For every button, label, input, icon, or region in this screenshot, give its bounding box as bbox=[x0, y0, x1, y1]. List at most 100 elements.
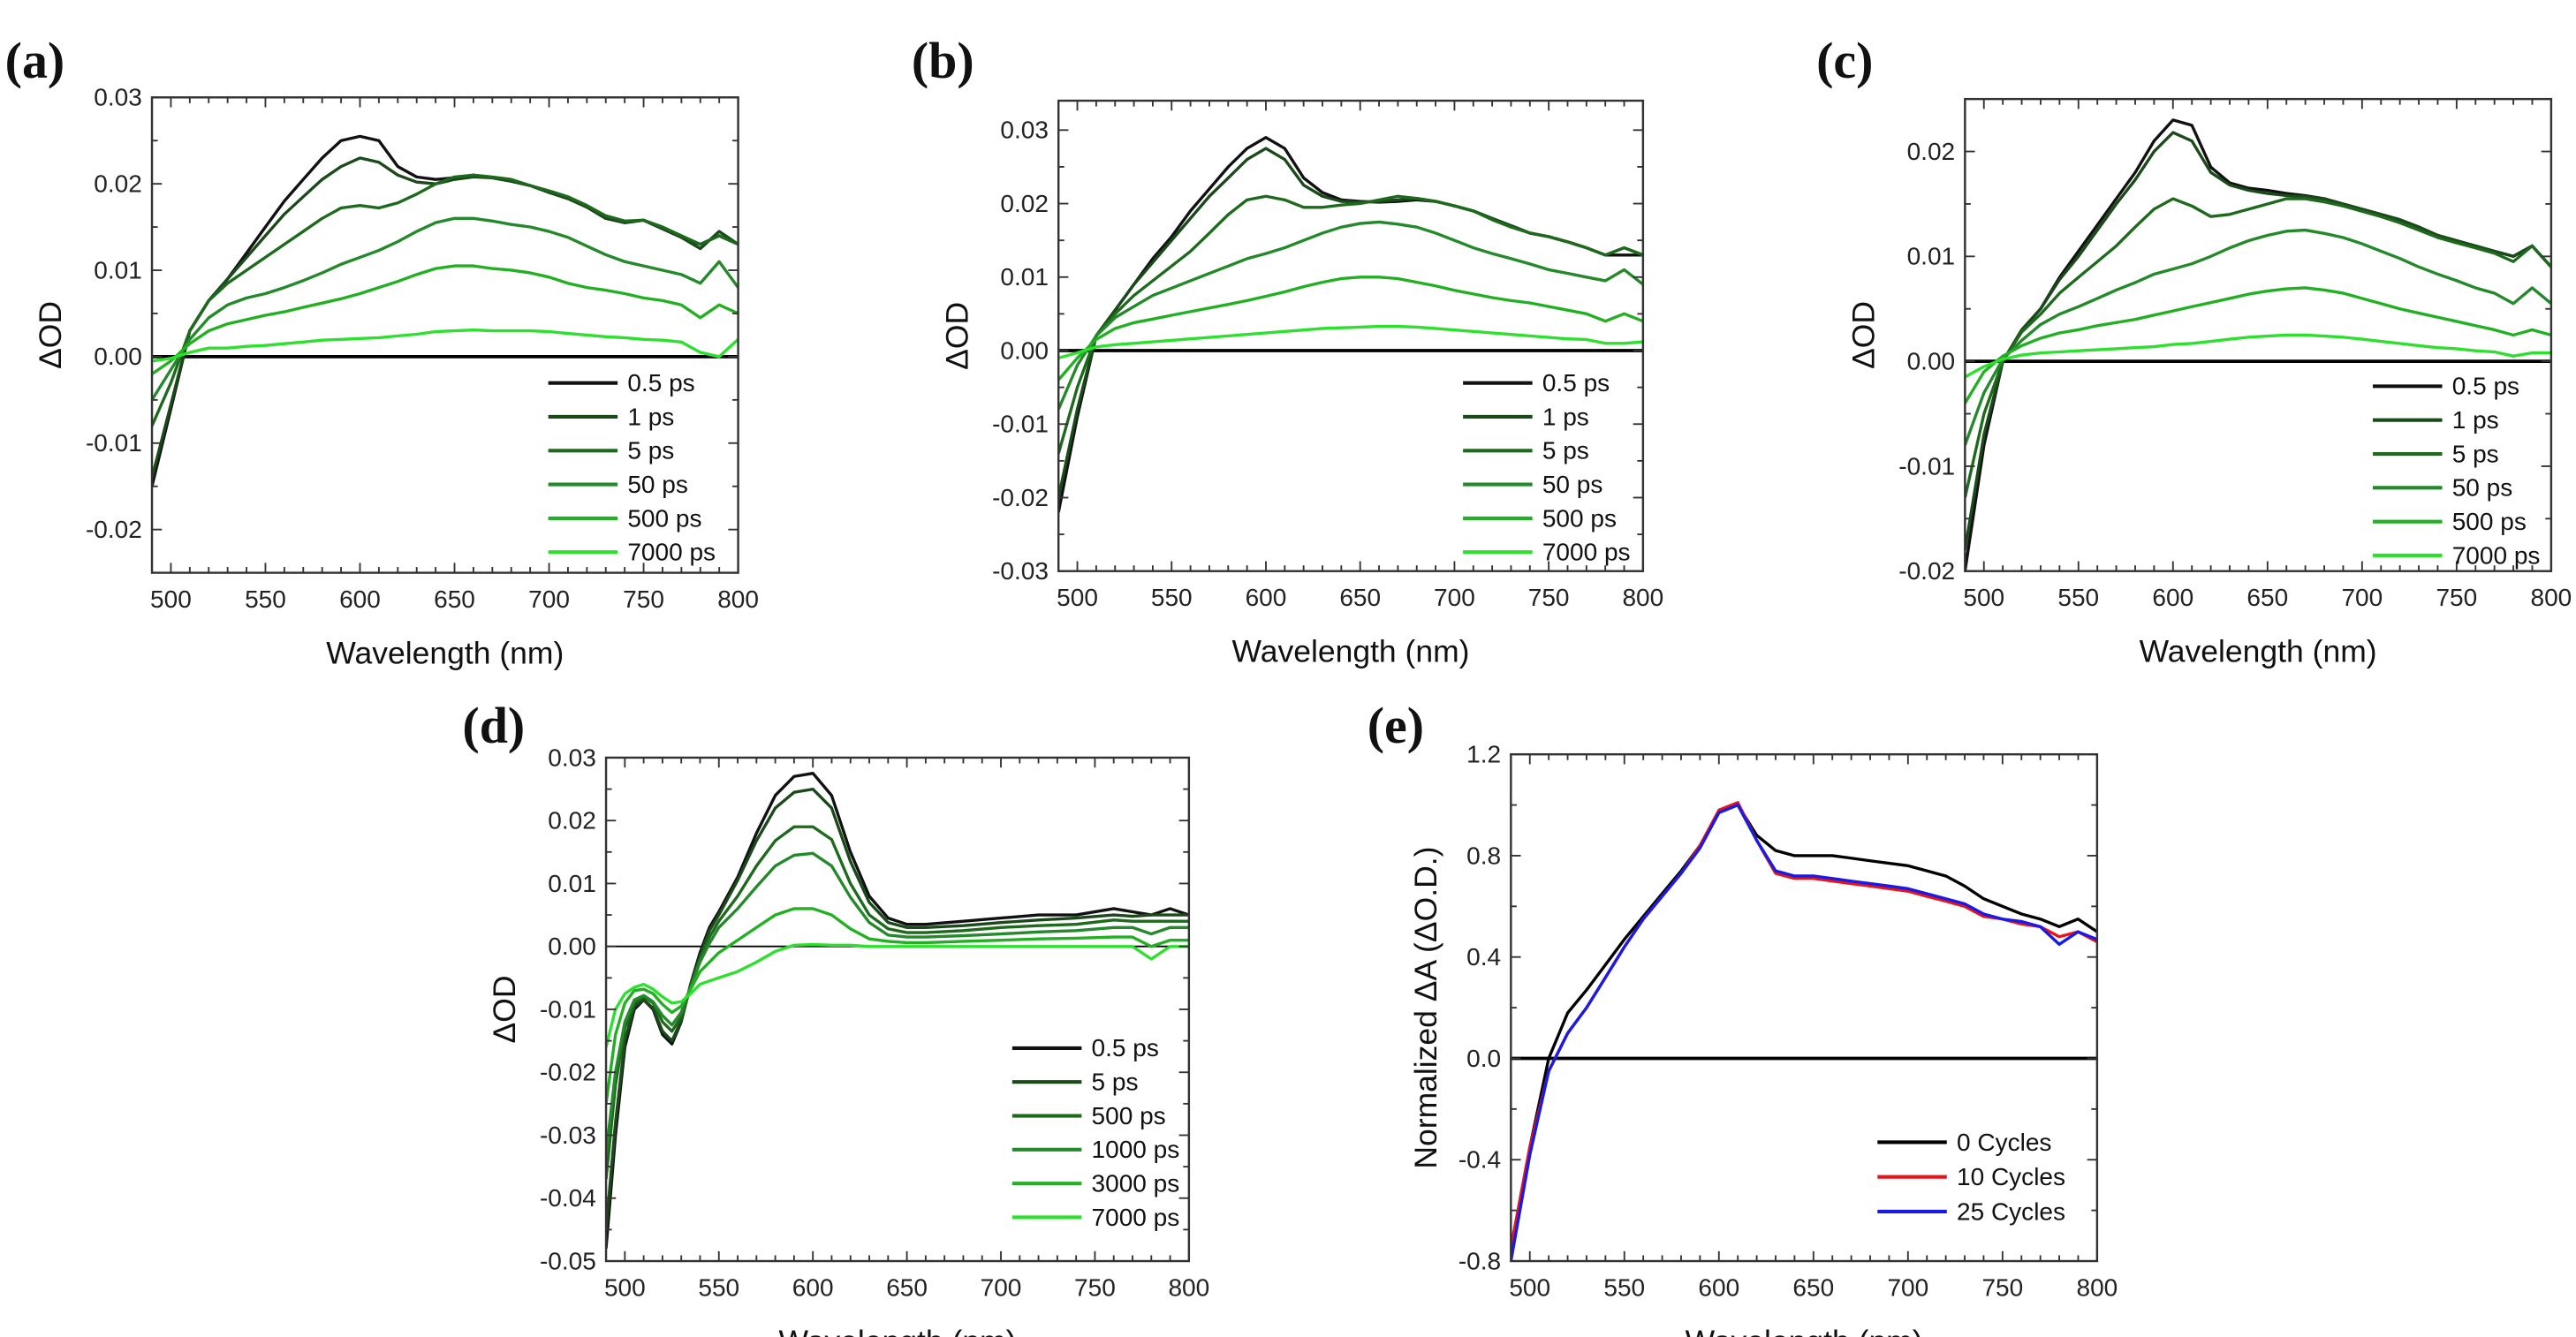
y-axis-title: ΔOD bbox=[939, 302, 974, 370]
x-tick-label: 550 bbox=[698, 1273, 739, 1301]
legend-label: 7000 ps bbox=[2452, 541, 2541, 569]
legend-label: 0.5 ps bbox=[1542, 369, 1610, 397]
x-tick-label: 700 bbox=[981, 1273, 1022, 1301]
y-tick-label: -0.8 bbox=[1458, 1247, 1501, 1274]
x-tick-label: 700 bbox=[528, 585, 570, 613]
legend-label: 1 ps bbox=[627, 403, 674, 430]
x-tick-label: 750 bbox=[1981, 1273, 2023, 1301]
x-tick-label: 500 bbox=[1963, 584, 2004, 611]
x-tick-label: 600 bbox=[792, 1273, 834, 1301]
legend-label: 50 ps bbox=[627, 471, 688, 498]
legend-label: 1 ps bbox=[2452, 406, 2499, 434]
x-tick-label: 650 bbox=[1792, 1273, 1834, 1301]
legend-label: 0.5 ps bbox=[627, 369, 694, 397]
x-tick-label: 700 bbox=[1434, 584, 1475, 611]
y-tick-label: 0.4 bbox=[1466, 943, 1501, 971]
legend-label: 5 ps bbox=[1542, 437, 1589, 465]
panel-a: (a) 500 550 600 650 700 750 800 -0.02 -0.01 0.00 0.… bbox=[5, 32, 759, 671]
legend-label: 1 ps bbox=[1542, 403, 1589, 430]
series-line-5-ps bbox=[1965, 197, 2551, 498]
legend-label: 5 ps bbox=[1092, 1069, 1139, 1096]
series-line-3000-ps bbox=[606, 907, 1189, 1105]
y-tick-label: -0.05 bbox=[540, 1247, 596, 1274]
legend-label: 50 ps bbox=[2452, 474, 2513, 502]
x-axis-title: Wavelength (nm) bbox=[2140, 634, 2377, 669]
legend-label: 500 ps bbox=[627, 504, 701, 532]
x-tick-label: 500 bbox=[1057, 584, 1098, 611]
series-line-500-ps bbox=[606, 825, 1189, 1180]
y-tick-label: 1.2 bbox=[1466, 741, 1501, 768]
y-tick-label: 0.03 bbox=[94, 84, 142, 111]
y-tick-label: -0.02 bbox=[992, 484, 1049, 511]
y-tick-label: -0.03 bbox=[540, 1122, 596, 1149]
y-tick-label: 0.02 bbox=[1907, 138, 1956, 165]
x-tick-label: 550 bbox=[2057, 584, 2099, 611]
series-line-7000-ps bbox=[606, 942, 1189, 1048]
y-tick-label: -0.01 bbox=[540, 995, 596, 1023]
x-tick-label: 650 bbox=[2246, 584, 2288, 611]
series-line-0.5-ps bbox=[152, 134, 739, 487]
legend-label: 500 ps bbox=[1542, 504, 1617, 532]
y-tick-label: -0.4 bbox=[1458, 1146, 1501, 1174]
series-group bbox=[1511, 801, 2097, 1262]
y-tick-label: -0.04 bbox=[540, 1184, 596, 1212]
y-tick-label: 0.0 bbox=[1466, 1045, 1501, 1072]
series-line-1000-ps bbox=[606, 851, 1189, 1155]
x-axis-title: Wavelength (nm) bbox=[778, 1324, 1016, 1337]
y-tick-label: -0.01 bbox=[86, 429, 142, 457]
y-tick-label: 0.00 bbox=[548, 933, 596, 960]
y-tick-label: -0.02 bbox=[540, 1059, 596, 1086]
y-tick-label: 0.01 bbox=[548, 870, 596, 897]
legend-label: 50 ps bbox=[1542, 471, 1603, 498]
panel-label: (a) bbox=[5, 32, 65, 89]
legend-label: 7000 ps bbox=[1542, 539, 1631, 566]
panel-b: (b) 500 550 600 650 700 750 800 -0.03 -0.02 -0.01 0… bbox=[912, 32, 1663, 669]
plot-frame bbox=[1057, 99, 1645, 572]
y-axis-title: ΔOD bbox=[487, 975, 522, 1043]
plot-frame bbox=[150, 96, 739, 574]
series-line-5-ps bbox=[1058, 194, 1643, 455]
legend-label: 1000 ps bbox=[1092, 1136, 1180, 1163]
x-tick-label: 800 bbox=[1622, 584, 1663, 611]
series-line-1-ps bbox=[1965, 131, 2551, 551]
y-tick-label: -0.01 bbox=[992, 411, 1049, 438]
x-tick-label: 500 bbox=[1509, 1273, 1550, 1301]
x-tick-label: 600 bbox=[2152, 584, 2193, 611]
x-tick-label: 750 bbox=[2436, 584, 2477, 611]
series-line-500-ps bbox=[152, 264, 739, 375]
series-line-5-ps bbox=[606, 787, 1189, 1230]
y-tick-label: 0.01 bbox=[1907, 243, 1956, 270]
x-axis-title: Wavelength (nm) bbox=[326, 635, 564, 670]
x-tick-label: 800 bbox=[2531, 584, 2572, 611]
y-tick-label: 0.02 bbox=[1000, 190, 1049, 217]
y-axis-title: Normalized ΔA (ΔO.D.) bbox=[1408, 847, 1443, 1169]
y-tick-label: -0.02 bbox=[86, 516, 142, 543]
y-tick-label: 0.02 bbox=[94, 170, 142, 197]
y-tick-label: 0.03 bbox=[548, 744, 596, 771]
x-tick-label: 700 bbox=[1887, 1273, 1928, 1301]
x-tick-label: 800 bbox=[2077, 1273, 2118, 1301]
y-tick-label: 0.00 bbox=[1907, 347, 1956, 374]
legend-label: 7000 ps bbox=[627, 539, 716, 566]
series-line-7000-ps bbox=[1058, 324, 1643, 360]
x-tick-label: 800 bbox=[717, 585, 759, 613]
y-tick-label: -0.01 bbox=[1898, 452, 1955, 480]
series-line-50-ps bbox=[152, 216, 739, 401]
y-tick-label: 0.00 bbox=[1000, 336, 1049, 364]
x-tick-label: 700 bbox=[2341, 584, 2383, 611]
panel-c: (c) 500 550 600 650 700 750 800 -0.02 -0.01 0.00 0.… bbox=[1816, 32, 2572, 669]
series-group bbox=[1965, 118, 2551, 571]
series-line-0.5-ps bbox=[1965, 118, 2551, 571]
legend-label: 3000 ps bbox=[1092, 1170, 1180, 1197]
series-line-5-ps bbox=[152, 173, 739, 427]
series-group bbox=[152, 134, 739, 487]
panel-label: (c) bbox=[1816, 32, 1873, 89]
x-tick-label: 750 bbox=[623, 585, 664, 613]
y-tick-label: 0.00 bbox=[94, 343, 142, 370]
x-tick-label: 650 bbox=[1339, 584, 1381, 611]
x-tick-label: 600 bbox=[1698, 1273, 1739, 1301]
y-tick-label: 0.03 bbox=[1000, 117, 1049, 144]
y-axis-title: ΔOD bbox=[33, 301, 68, 369]
x-axis-title: Wavelength (nm) bbox=[1686, 1324, 1923, 1337]
